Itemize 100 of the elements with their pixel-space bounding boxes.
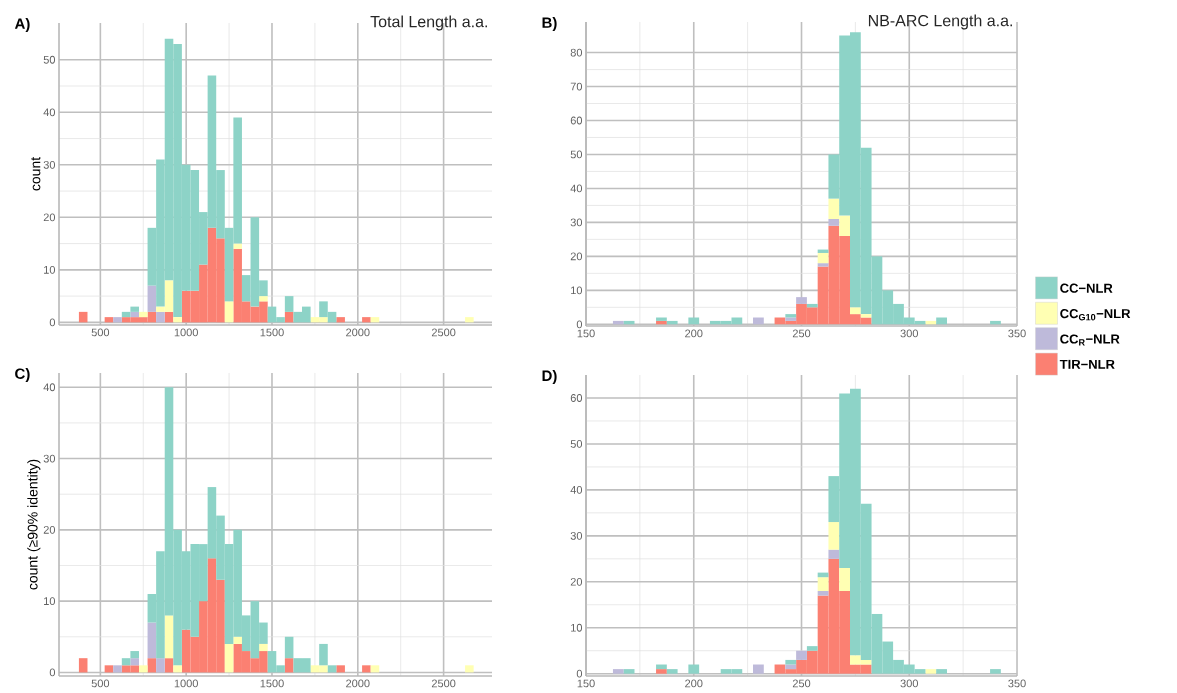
y-tick-label: 10 xyxy=(571,286,583,295)
y-tick-label: 30 xyxy=(43,454,56,463)
bar xyxy=(138,311,148,318)
y-tick-label: 10 xyxy=(44,265,56,274)
bar xyxy=(990,669,1001,674)
y-tick-label: 30 xyxy=(43,160,56,169)
x-tick-label: 300 xyxy=(900,329,918,338)
bar xyxy=(113,317,122,323)
bar xyxy=(817,252,829,264)
x-tick-label: 350 xyxy=(1008,329,1026,338)
bar xyxy=(370,665,380,673)
bar xyxy=(173,317,182,323)
bar xyxy=(259,643,268,652)
x-tick-label: 250 xyxy=(792,329,811,338)
bar xyxy=(785,659,797,665)
text: D) xyxy=(542,370,557,384)
bar xyxy=(327,665,337,673)
bar xyxy=(164,658,174,673)
bar xyxy=(936,669,947,674)
x-tick-label: 1000 xyxy=(174,328,198,337)
text: A) xyxy=(14,18,30,32)
y-tick-label: 50 xyxy=(570,150,583,159)
bar xyxy=(224,301,234,323)
y-tick-label: 40 xyxy=(570,486,583,494)
bar xyxy=(147,658,157,673)
bar xyxy=(839,568,850,591)
y-tick-label: 20 xyxy=(43,525,56,534)
legend-label: TIR−NLR xyxy=(1059,359,1115,369)
x-tick-label: 150 xyxy=(577,679,595,688)
bar xyxy=(147,622,157,659)
bar xyxy=(130,658,139,666)
y-tick-label: 20 xyxy=(570,577,583,586)
bar xyxy=(817,263,829,267)
bar xyxy=(121,658,131,666)
bar xyxy=(130,311,139,318)
x-tick-label: 500 xyxy=(91,328,110,337)
x-tick-label: 2500 xyxy=(431,328,456,337)
bar xyxy=(164,615,174,659)
y-tick-label: 40 xyxy=(570,184,583,193)
bar xyxy=(753,317,764,325)
bar xyxy=(224,643,234,673)
y-tick-label: 50 xyxy=(570,440,583,448)
bar xyxy=(156,311,165,323)
bar xyxy=(753,664,764,674)
x-tick-label: 500 xyxy=(91,679,110,688)
bar xyxy=(156,658,165,673)
bar xyxy=(656,669,667,674)
y-tick-label: 30 xyxy=(570,531,583,540)
y-axis-title: count (≥90% identity) xyxy=(27,459,41,590)
chart-title: Total Length a.a. xyxy=(370,15,487,31)
x-tick-label: 1500 xyxy=(260,328,284,337)
bar xyxy=(173,665,182,673)
x-tick-label: 2000 xyxy=(346,328,370,337)
bar xyxy=(688,664,700,674)
bar xyxy=(465,317,474,323)
bar xyxy=(78,658,88,673)
bar xyxy=(319,643,328,666)
bar xyxy=(233,243,242,249)
bar xyxy=(936,317,947,325)
bar xyxy=(612,669,624,674)
y-tick-label: 30 xyxy=(570,218,583,227)
y-tick-label: 0 xyxy=(49,318,56,327)
bar xyxy=(130,651,139,659)
bar xyxy=(796,650,807,660)
bar xyxy=(465,665,474,673)
bar xyxy=(362,317,371,323)
bar xyxy=(113,665,122,673)
y-tick-label: 10 xyxy=(44,597,56,606)
bar xyxy=(688,317,700,325)
bar xyxy=(147,285,157,312)
legend-label: CC$_{R}$−NLR xyxy=(1060,334,1120,346)
bar xyxy=(623,669,635,674)
x-tick-label: 200 xyxy=(685,679,703,688)
bar xyxy=(336,665,345,673)
bar xyxy=(104,665,114,673)
chart-title: NB-ARC Length a.a. xyxy=(868,14,1012,30)
y-tick-label: 0 xyxy=(576,669,583,678)
bar xyxy=(860,314,872,318)
bar xyxy=(130,306,139,312)
bar xyxy=(850,307,861,315)
bar xyxy=(828,549,840,559)
x-tick-label: 300 xyxy=(900,679,918,688)
bar xyxy=(233,636,242,644)
bar xyxy=(259,296,268,302)
y-tick-label: 0 xyxy=(49,668,56,677)
legend-label: CC−NLR xyxy=(1060,283,1113,293)
y-tick-label: 40 xyxy=(43,383,56,392)
x-tick-label: 1500 xyxy=(260,679,284,688)
bar xyxy=(817,590,829,596)
x-tick-label: 2000 xyxy=(346,679,370,688)
y-tick-label: 50 xyxy=(43,55,56,64)
x-tick-label: 250 xyxy=(792,679,811,688)
bar xyxy=(336,317,345,323)
bar xyxy=(284,658,294,673)
bar xyxy=(284,296,294,312)
bar xyxy=(806,646,818,651)
x-tick-label: 2500 xyxy=(431,679,456,688)
y-tick-label: 20 xyxy=(43,213,56,222)
bar xyxy=(828,219,840,226)
text: C) xyxy=(15,368,30,382)
